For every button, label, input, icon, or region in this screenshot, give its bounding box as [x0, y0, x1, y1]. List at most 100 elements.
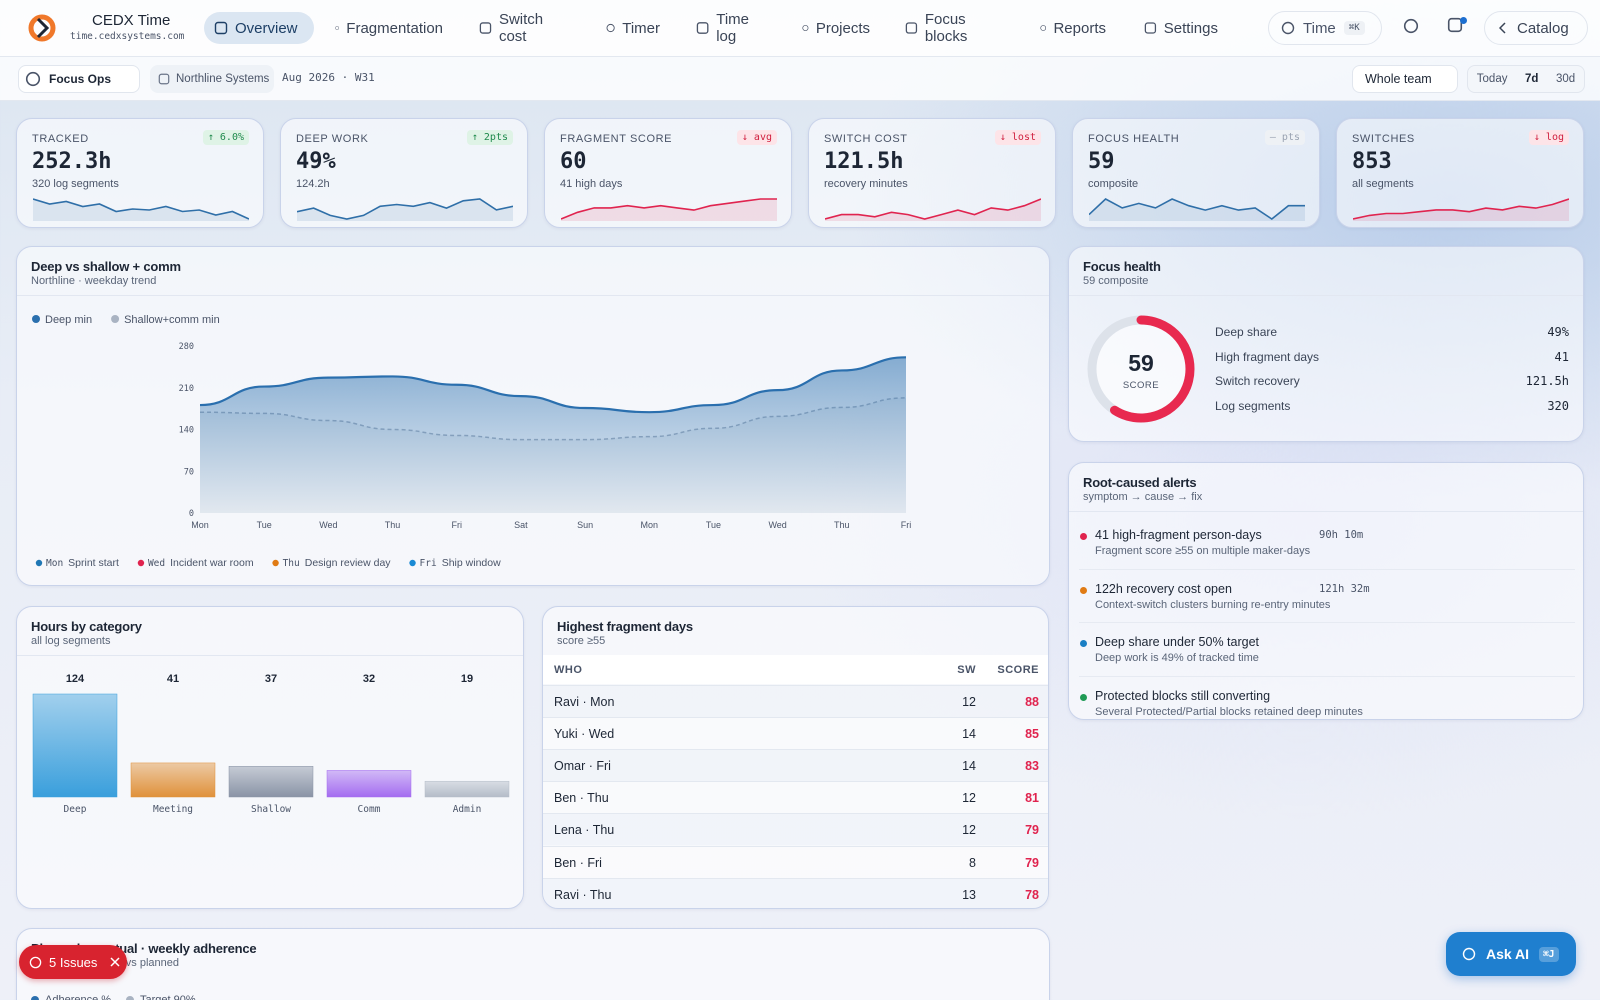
alert-item[interactable]: 41 high-fragment person-days 90h 10m Fragm…	[1069, 519, 1583, 567]
sparkline-line	[561, 198, 777, 220]
help-button[interactable]	[1403, 18, 1423, 38]
alert-dot	[1080, 586, 1087, 594]
legend-label: Adherence %	[45, 994, 112, 1000]
bar-value: 32	[363, 673, 375, 685]
search[interactable]: Time ⌘K	[1268, 11, 1382, 45]
alert-title: 122h recovery cost open	[1095, 581, 1232, 596]
table-row[interactable]: Ravi · Thu 13 78	[543, 877, 1048, 908]
table-row[interactable]: Omar · Fri 14 83	[543, 749, 1048, 782]
alert-item[interactable]: 122h recovery cost open 121h 32m Context-s…	[1069, 573, 1583, 621]
nav-label: Switch cost	[498, 11, 544, 45]
bar	[228, 766, 314, 798]
issues-badge[interactable]: 5 Issues	[19, 945, 127, 979]
nav-item[interactable]: Overview	[204, 12, 314, 44]
column-header: SW	[957, 664, 976, 676]
range-toggle: Today 7d 30d	[1467, 65, 1585, 93]
icon-shape	[479, 22, 492, 34]
table-row[interactable]: Ben · Thu 12 81	[543, 781, 1048, 814]
metric-label: Switch recovery	[1215, 374, 1300, 389]
nav-label: Reports	[1053, 19, 1106, 37]
period: Aug 2026 · W31	[282, 71, 375, 84]
range-option[interactable]: 30d	[1556, 73, 1576, 85]
team-select[interactable]: Whole team	[1352, 65, 1458, 93]
alert-item[interactable]: Protected blocks still converting Several…	[1069, 680, 1583, 720]
fragment-table-card: Highest fragment days score ≥55 WHO SW SCORE…	[542, 606, 1049, 909]
table-cell: Lena · Thu	[554, 823, 615, 838]
nav-item[interactable]: Projects	[792, 12, 882, 44]
nav-item[interactable]: Focus blocks	[895, 11, 1017, 45]
annotation-dot	[409, 559, 416, 567]
ask-ai-button[interactable]: Ask AI ⌘J	[1446, 932, 1576, 976]
nav-item[interactable]: Switch cost	[469, 11, 581, 45]
card-subtitle: score ≥55	[557, 635, 606, 647]
table-cell: 79	[1025, 823, 1039, 838]
y-tick-label: 70	[184, 467, 194, 477]
ring-value	[1087, 315, 1195, 423]
card-title: Hours by category	[31, 619, 142, 634]
alert-item[interactable]: Deep share under 50% target Deep work is …	[1069, 626, 1583, 674]
icon-shape	[335, 26, 340, 30]
annotation-day: Wed	[148, 558, 165, 569]
ask-ai-label: Ask AI	[1486, 946, 1530, 962]
kpi-sub: 124.2h	[296, 178, 330, 190]
annotation-text: Design review day	[305, 557, 392, 569]
nav-item[interactable]: Reports	[1030, 12, 1118, 44]
annotation-day: Mon	[46, 558, 63, 569]
catalog-button[interactable]: Catalog	[1484, 11, 1588, 45]
table-cell: Ravi · Thu	[554, 887, 612, 902]
nav-item[interactable]: Time log	[686, 11, 782, 45]
alert-detail: Deep work is 49% of tracked time	[1095, 652, 1259, 664]
notifications-button[interactable]	[1447, 17, 1469, 39]
sparkline-area	[1353, 199, 1569, 221]
kpi-card: SWITCH COST ↓ lost 121.5h recovery minutes	[808, 118, 1056, 228]
notification-dot	[1460, 17, 1467, 24]
range-option[interactable]: Today	[1476, 73, 1508, 85]
logo-ring	[28, 14, 56, 42]
trend-chart: 0 70 140 210 280 Mon Tue Wed Thu Fri Sat Sun Mon Tue W…	[32, 314, 911, 569]
icon-shape	[214, 21, 228, 35]
sparkline-area	[1089, 199, 1305, 221]
catalog-label: Catalog	[1517, 19, 1569, 37]
bar-value: 19	[461, 673, 473, 685]
card-title: Root-caused alerts	[1083, 475, 1197, 490]
divider	[17, 295, 1049, 296]
table-row[interactable]: Ravi · Mon 12 88	[543, 685, 1048, 717]
legend-swatch	[31, 996, 39, 1000]
alert-dot	[1080, 693, 1087, 701]
x-tick-label: Wed	[319, 520, 337, 530]
kpi-sub: composite	[1088, 178, 1139, 190]
kpi-sub: recovery minutes	[824, 178, 908, 190]
area	[200, 357, 906, 513]
alert-dot	[1080, 640, 1087, 647]
kpi-label: SWITCHES	[1352, 133, 1415, 145]
nav-item[interactable]: Timer	[596, 12, 672, 44]
table-row[interactable]: Lena · Thu 12 79	[543, 813, 1048, 846]
metric-value: 41	[1554, 349, 1569, 364]
logo-mark	[36, 17, 50, 39]
workspace-select[interactable]: Focus Ops	[18, 65, 140, 93]
table-row[interactable]: Yuki · Wed 14 85	[543, 717, 1048, 750]
kpi-delta: ↓ log	[1528, 130, 1569, 145]
alert-detail: Several Protected/Partial blocks retaine…	[1095, 705, 1363, 718]
bar-category: Admin	[453, 804, 482, 815]
sparkline	[561, 198, 777, 221]
sparkline-line	[33, 198, 249, 220]
bar-chart: 124 Deep 41 Meeting 37 Shallow 32 Comm 19 Admin	[32, 673, 510, 815]
range-option[interactable]: 7d	[1525, 73, 1539, 85]
divider	[1079, 622, 1575, 623]
nav-item[interactable]: Settings	[1134, 12, 1230, 44]
table-row[interactable]: Ben · Fri 8 79	[543, 845, 1048, 878]
nav-item[interactable]: Fragmentation	[325, 12, 455, 44]
annotation-dot	[272, 559, 279, 567]
card-subtitle: 59 composite	[1083, 275, 1149, 287]
x-tick-label: Wed	[768, 520, 786, 530]
table-cell: 13	[962, 887, 976, 902]
icon-shape	[606, 23, 615, 33]
divider	[1069, 511, 1583, 512]
kpi-sub: 41 high days	[560, 178, 623, 190]
legend-label: Target 90%	[140, 994, 196, 1000]
bar	[424, 780, 510, 798]
kpi-delta: ↓ avg	[736, 130, 777, 145]
metric-value: 320	[1547, 399, 1569, 414]
kpi-label: DEEP WORK	[296, 133, 369, 145]
